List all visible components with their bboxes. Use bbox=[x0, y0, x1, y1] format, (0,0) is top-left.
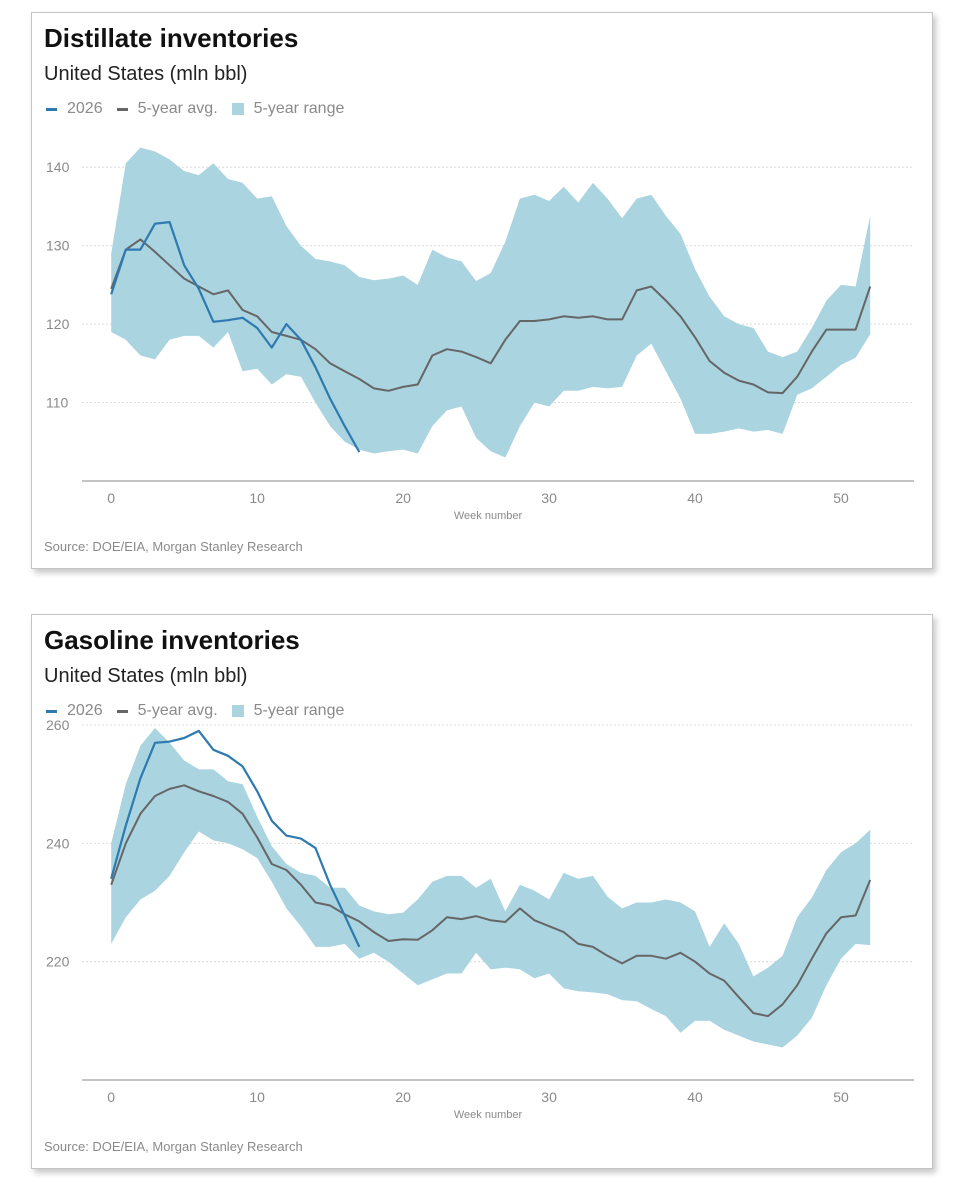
legend-item-avg: 5-year avg. bbox=[116, 100, 218, 118]
chart-source: Source: DOE/EIA, Morgan Stanley Research bbox=[44, 539, 303, 554]
x-tick-label: 10 bbox=[249, 1089, 265, 1105]
chart-subtitle: United States (mln bbl) bbox=[44, 63, 248, 85]
legend-line-icon bbox=[116, 709, 128, 713]
legend-label: 2026 bbox=[67, 702, 103, 719]
legend-line-icon bbox=[116, 107, 128, 111]
legend-line-icon bbox=[46, 709, 57, 713]
x-tick-label: 10 bbox=[249, 490, 265, 506]
x-tick-label: 20 bbox=[395, 1089, 411, 1105]
x-tick-label: 20 bbox=[395, 490, 411, 506]
y-tick-label: 110 bbox=[46, 395, 69, 411]
y-tick-label: 120 bbox=[46, 316, 70, 332]
x-tick-label: 30 bbox=[541, 1089, 557, 1105]
x-tick-label: 0 bbox=[107, 1089, 115, 1105]
legend-label: 2026 bbox=[67, 100, 103, 117]
legend-item-range: 5-year range bbox=[231, 702, 345, 720]
legend-label: 5-year range bbox=[253, 100, 345, 117]
legend-label: 5-year avg. bbox=[137, 702, 218, 719]
y-tick-label: 240 bbox=[46, 835, 70, 851]
x-tick-label: 40 bbox=[687, 1089, 703, 1105]
legend-square-icon bbox=[231, 103, 244, 115]
y-tick-label: 220 bbox=[46, 954, 70, 970]
chart-subtitle: United States (mln bbl) bbox=[44, 665, 248, 687]
distillate-chart-panel: Distillate inventories United States (ml… bbox=[31, 12, 933, 569]
x-axis-label: Week number bbox=[454, 1109, 523, 1121]
legend-label: 5-year range bbox=[253, 702, 345, 719]
chart-title: Distillate inventories bbox=[44, 23, 299, 53]
y-tick-label: 140 bbox=[46, 159, 70, 175]
legend-line-icon bbox=[46, 107, 57, 111]
x-tick-label: 30 bbox=[541, 490, 557, 506]
avg-line bbox=[110, 238, 872, 395]
legend-item-2026: 2026 bbox=[46, 100, 103, 118]
x-tick-label: 50 bbox=[833, 1089, 849, 1105]
chart-legend: 2026 5-year avg. 5-year range bbox=[46, 702, 358, 720]
legend-item-avg: 5-year avg. bbox=[116, 702, 218, 720]
chart-legend: 2026 5-year avg. 5-year range bbox=[46, 100, 358, 118]
y-tick-label: 260 bbox=[46, 717, 70, 733]
legend-item-range: 5-year range bbox=[231, 100, 345, 118]
chart-source: Source: DOE/EIA, Morgan Stanley Research bbox=[44, 1139, 303, 1154]
avg-line bbox=[110, 784, 872, 1018]
range-band bbox=[111, 147, 871, 458]
current-2026-line bbox=[110, 221, 361, 453]
gasoline-chart-panel: Gasoline inventories United States (mln … bbox=[31, 614, 933, 1169]
range-band bbox=[111, 728, 871, 1048]
x-tick-label: 50 bbox=[833, 490, 849, 506]
legend-square-icon bbox=[231, 705, 244, 717]
x-tick-label: 40 bbox=[687, 490, 703, 506]
legend-label: 5-year avg. bbox=[137, 100, 218, 117]
x-tick-label: 0 bbox=[107, 490, 115, 506]
x-axis-label: Week number bbox=[454, 510, 523, 522]
legend-item-2026: 2026 bbox=[46, 702, 103, 720]
gasoline-plot: 220 240 260 0 10 20 30 40 50 Week number bbox=[46, 717, 914, 1121]
distillate-plot: 110 120 130 140 0 10 20 30 40 50 Week number bbox=[46, 147, 914, 522]
current-2026-line bbox=[110, 729, 361, 948]
y-tick-label: 130 bbox=[46, 238, 70, 254]
chart-title: Gasoline inventories bbox=[44, 625, 300, 655]
